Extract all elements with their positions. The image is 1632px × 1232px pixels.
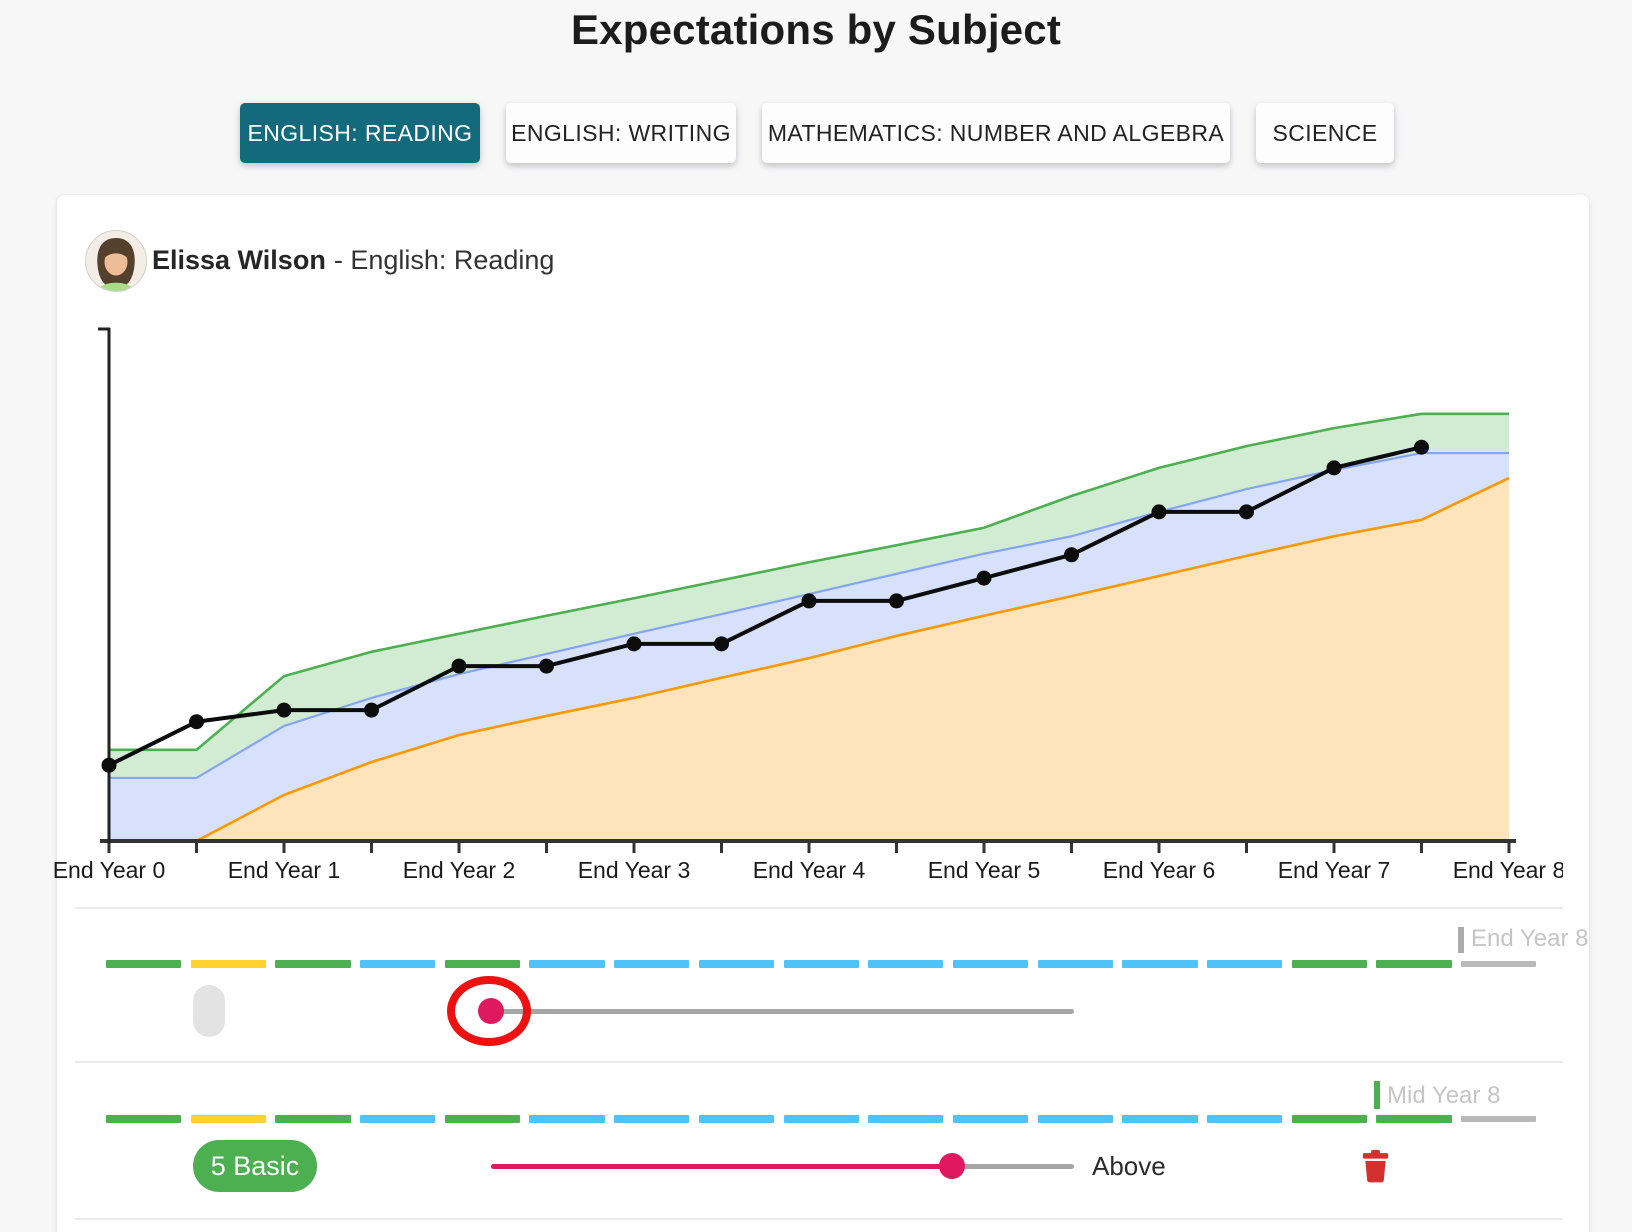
- svg-text:End Year 6: End Year 6: [1103, 857, 1216, 883]
- level-dash-blue: [529, 1115, 605, 1123]
- mid-year8-marker-label: Mid Year 8: [1387, 1082, 1501, 1109]
- svg-text:End Year 2: End Year 2: [403, 857, 516, 883]
- level-dash-blue: [1122, 1115, 1198, 1123]
- end-year8-marker-label: End Year 8: [1471, 925, 1589, 952]
- level-dash-blue: [1037, 960, 1113, 968]
- row2-slider-handle[interactable]: [938, 1153, 965, 1179]
- tab-science[interactable]: SCIENCE: [1256, 103, 1394, 163]
- row1-empty-level-badge[interactable]: [193, 985, 225, 1037]
- level-dash-blue: [614, 1115, 690, 1123]
- level-dash-blue: [360, 960, 436, 968]
- level-dash-blue: [783, 1115, 859, 1123]
- subject-tabs: ENGLISH: READING ENGLISH: WRITING MATHEM…: [240, 103, 1394, 163]
- row2-level-dash-track: [106, 1115, 1537, 1123]
- level-dash-green: [444, 960, 521, 968]
- page-title: Expectations by Subject: [570, 6, 1062, 53]
- svg-text:End Year 4: End Year 4: [753, 857, 866, 883]
- red-highlight-circle-annotation: [447, 976, 531, 1046]
- student-subject: - English: Reading: [333, 244, 555, 275]
- delete-row-trash-icon[interactable]: [1362, 1150, 1389, 1183]
- level-dash-green: [275, 1115, 351, 1123]
- row1-level-dash-track: [106, 960, 1537, 968]
- student-header: Elissa Wilson - English: Reading: [152, 230, 554, 290]
- level-dash-green: [1376, 960, 1452, 968]
- level-dash-green: [106, 1115, 182, 1123]
- level-dash-blue: [1206, 960, 1283, 968]
- row2-slider-fill: [491, 1164, 952, 1169]
- level-dash-blue: [1122, 960, 1198, 968]
- tab-english-reading[interactable]: ENGLISH: READING: [240, 103, 480, 163]
- level-dash-blue: [868, 960, 944, 968]
- level-dash-yellow: [190, 1115, 266, 1123]
- svg-text:End Year 1: End Year 1: [228, 857, 341, 883]
- level-dash-blue: [783, 960, 859, 968]
- svg-text:End Year 3: End Year 3: [578, 857, 691, 883]
- divider: [75, 907, 1563, 909]
- level-dash-blue: [1206, 1115, 1283, 1123]
- row1-slider-track[interactable]: [491, 1009, 1074, 1014]
- row2-level-badge[interactable]: 5 Basic: [193, 1140, 317, 1192]
- row2-slider-value-label: Above: [1092, 1151, 1166, 1181]
- level-dash-green: [275, 960, 351, 968]
- svg-text:End Year 0: End Year 0: [53, 857, 166, 883]
- tab-english-writing[interactable]: ENGLISH: WRITING: [506, 103, 736, 163]
- level-dash-green: [1376, 1115, 1452, 1123]
- svg-text:End Year 8: End Year 8: [1453, 857, 1563, 883]
- level-dash-green: [444, 1115, 521, 1123]
- student-name: Elissa Wilson: [152, 244, 326, 275]
- expectation-bands-chart: End Year 0 End Year 1 End Year 2 End Year 3…: [53, 327, 1563, 883]
- svg-text:End Year 7: End Year 7: [1278, 857, 1391, 883]
- level-dash-blue: [952, 1115, 1029, 1123]
- level-dash-gray: [1461, 1116, 1537, 1122]
- level-dash-green: [106, 960, 182, 968]
- divider: [75, 1061, 1563, 1063]
- divider: [75, 1218, 1563, 1220]
- level-dash-gray: [1461, 961, 1537, 967]
- level-dash-green: [1291, 1115, 1367, 1123]
- mid-year8-marker-bar: [1374, 1081, 1380, 1109]
- level-dash-blue: [529, 960, 605, 968]
- level-dash-blue: [868, 1115, 944, 1123]
- svg-text:End Year 5: End Year 5: [928, 857, 1041, 883]
- level-dash-blue: [614, 960, 690, 968]
- level-dash-blue: [952, 960, 1029, 968]
- level-dash-blue: [698, 960, 775, 968]
- avatar-illustration: [86, 231, 146, 291]
- level-dash-green: [1291, 960, 1367, 968]
- level-dash-yellow: [190, 960, 266, 968]
- level-dash-blue: [1037, 1115, 1113, 1123]
- level-dash-blue: [698, 1115, 775, 1123]
- end-year8-marker-bar: [1458, 927, 1464, 953]
- student-avatar: [85, 230, 147, 292]
- tab-mathematics-number-algebra[interactable]: MATHEMATICS: NUMBER AND ALGEBRA: [762, 103, 1230, 163]
- student-chart-card: [57, 195, 1589, 1232]
- level-dash-blue: [360, 1115, 436, 1123]
